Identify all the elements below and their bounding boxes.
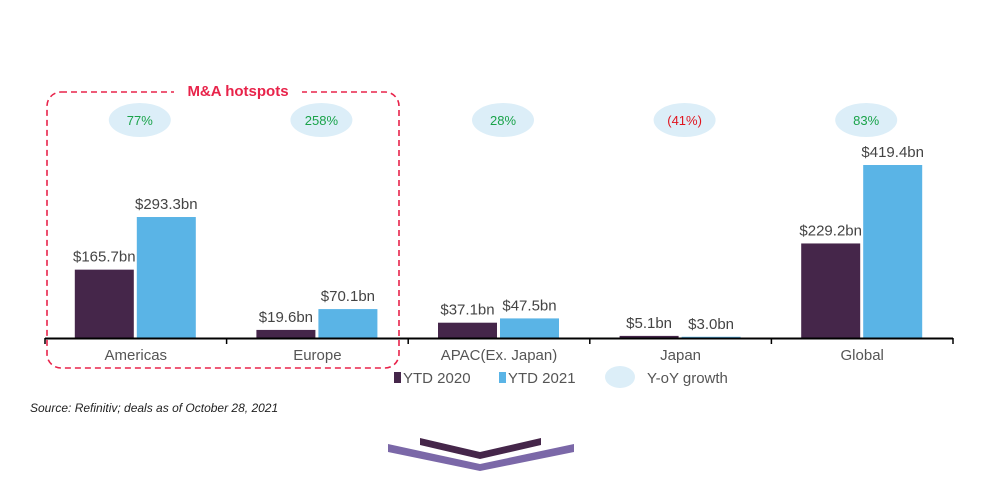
growth-label: 28%: [490, 113, 516, 128]
chevron-down-icon: [388, 444, 574, 471]
legend-label-2020: YTD 2020: [403, 370, 471, 387]
bar-value-label: $5.1bn: [626, 315, 672, 332]
bar-2020: [438, 322, 497, 338]
growth-bubble: [835, 103, 898, 137]
legend-label-growth: Y-oY growth: [647, 370, 728, 387]
bar-2021: [318, 309, 378, 338]
bar-2020: [619, 335, 679, 338]
legend-label-2021: YTD 2021: [508, 370, 576, 387]
bar-2021: [500, 318, 559, 338]
growth-bubble: [472, 103, 534, 137]
growth-label: 83%: [853, 113, 879, 128]
source-note: Source: Refinitiv; deals as of October 2…: [30, 401, 278, 415]
legend-swatch-growth: [605, 366, 635, 388]
growth-label: 258%: [305, 113, 339, 128]
bar-value-label: $3.0bn: [688, 316, 734, 333]
bar-value-label: $165.7bn: [73, 249, 136, 266]
growth-label: (41%): [667, 113, 702, 128]
growth-bubble: [653, 103, 716, 137]
bar-2021: [136, 217, 196, 338]
bar-2020: [74, 269, 134, 338]
growth-bubble: [290, 103, 353, 137]
bar-value-label: $37.1bn: [440, 302, 494, 319]
hotspot-label: M&A hotspots: [187, 83, 288, 100]
bar-2020: [256, 329, 316, 338]
legend-swatch-2020: [394, 372, 401, 383]
hotspot-label-bg: [174, 82, 302, 102]
bar-2020: [801, 243, 861, 338]
chevron-down-icon: [420, 438, 541, 459]
bar-value-label: $70.1bn: [321, 288, 375, 305]
bar-value-label: $19.6bn: [259, 309, 313, 326]
bar-value-label: $419.4bn: [861, 144, 924, 161]
bar-value-label: $229.2bn: [799, 222, 862, 239]
x-tick-label: Americas: [105, 347, 168, 364]
legend-swatch-2021: [499, 372, 506, 383]
bar-2021: [863, 165, 923, 338]
x-tick-label: Europe: [293, 347, 341, 364]
growth-bubble: [108, 103, 171, 137]
x-tick-label: Global: [841, 347, 884, 364]
x-tick-label: Japan: [660, 347, 701, 364]
growth-label: 77%: [127, 113, 153, 128]
bar-value-label: $293.3bn: [135, 196, 198, 213]
x-tick-label: APAC(Ex. Japan): [441, 347, 557, 364]
bar-value-label: $47.5bn: [502, 297, 556, 314]
